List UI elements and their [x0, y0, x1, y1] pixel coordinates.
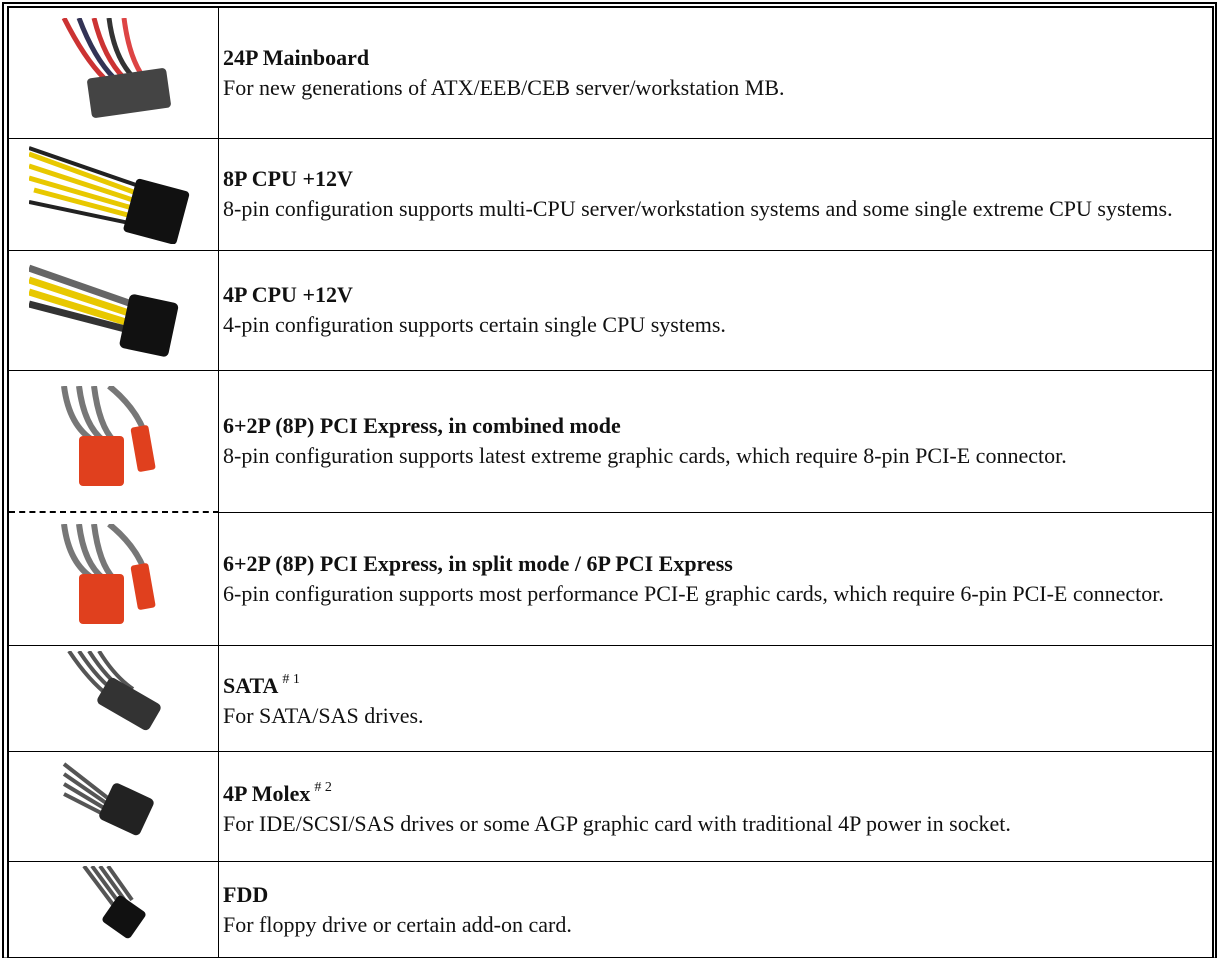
row: 6+2P (8P) PCI Express, in split mode / 6…: [9, 511, 1212, 646]
text-cell: 24P Mainboard For new generations of ATX/…: [218, 8, 1212, 139]
row-title-text: SATA: [223, 673, 279, 698]
row: 4P CPU +12V 4-pin configuration supports …: [9, 249, 1212, 371]
text-cell: 4P CPU +12V 4-pin configuration supports …: [218, 249, 1212, 371]
image-cell: [9, 860, 219, 958]
connector-icon: [61, 17, 171, 118]
row: 6+2P (8P) PCI Express, in combined mode 8…: [9, 369, 1212, 513]
image-cell: [9, 8, 219, 139]
image-cell: [9, 369, 219, 513]
connector-icon: [60, 385, 155, 486]
text-cell: 4P Molex # 2 For IDE/SCSI/SAS drives or so…: [218, 750, 1212, 862]
row-title: 6+2P (8P) PCI Express, in combined mode: [223, 413, 621, 438]
row-description: For new generations of ATX/EEB/CEB serve…: [223, 74, 785, 100]
row: 4P Molex # 2 For IDE/SCSI/SAS drives or so…: [9, 750, 1212, 862]
text-cell: 6+2P (8P) PCI Express, in combined mode 8…: [218, 369, 1212, 513]
row-description: For SATA/SAS drives.: [223, 703, 424, 728]
row-title: 24P Mainboard: [223, 44, 370, 70]
connector-icon: [66, 650, 161, 730]
row-description: 8-pin configuration supports latest extr…: [223, 443, 1067, 468]
row-description: 6-pin configuration supports most perfor…: [223, 580, 1164, 606]
text-cell: 6+2P (8P) PCI Express, in split mode / 6…: [218, 511, 1212, 646]
footnote-mark: # 1: [282, 672, 300, 687]
row: 24P Mainboard For new generations of ATX/…: [9, 8, 1212, 139]
row-title: 8P CPU +12V: [223, 166, 353, 191]
connector-icon: [28, 146, 189, 244]
row-description: For floppy drive or certain add-on card.: [223, 911, 572, 937]
image-cell: [9, 644, 219, 752]
connector-icon: [62, 761, 154, 835]
row-description: 4-pin configuration supports certain sin…: [223, 312, 726, 337]
image-cell: [9, 750, 219, 862]
row-title: FDD: [223, 881, 269, 907]
connector-table: 24P Mainboard For new generations of ATX/…: [9, 8, 1212, 958]
row-description: 8-pin configuration supports multi-CPU s…: [223, 196, 1173, 221]
connector-icon: [28, 264, 178, 357]
footnote-mark: # 2: [314, 780, 332, 795]
page: 24P Mainboard For new generations of ATX/…: [2, 2, 1217, 958]
image-cell: [9, 511, 219, 646]
row: SATA # 1 For SATA/SAS drives.: [9, 644, 1212, 752]
row: 8P CPU +12V 8-pin configuration supports …: [9, 137, 1212, 251]
row: FDD For floppy drive or certain add-on ca…: [9, 860, 1212, 958]
connector-icon: [60, 523, 155, 624]
row-title: 4P Molex # 2: [223, 773, 1184, 809]
image-cell: [9, 137, 219, 251]
text-cell: 8P CPU +12V 8-pin configuration supports …: [218, 137, 1212, 251]
connector-icon: [81, 865, 146, 939]
row-title: 6+2P (8P) PCI Express, in split mode / 6…: [223, 550, 733, 576]
row-title-text: 4P Molex: [223, 781, 311, 806]
text-cell: FDD For floppy drive or certain add-on ca…: [218, 860, 1212, 958]
text-cell: SATA # 1 For SATA/SAS drives.: [218, 644, 1212, 752]
row-title: SATA # 1: [223, 665, 1184, 701]
row-description: For IDE/SCSI/SAS drives or some AGP grap…: [223, 811, 1011, 836]
row-title: 4P CPU +12V: [223, 282, 353, 307]
image-cell: [9, 249, 219, 371]
